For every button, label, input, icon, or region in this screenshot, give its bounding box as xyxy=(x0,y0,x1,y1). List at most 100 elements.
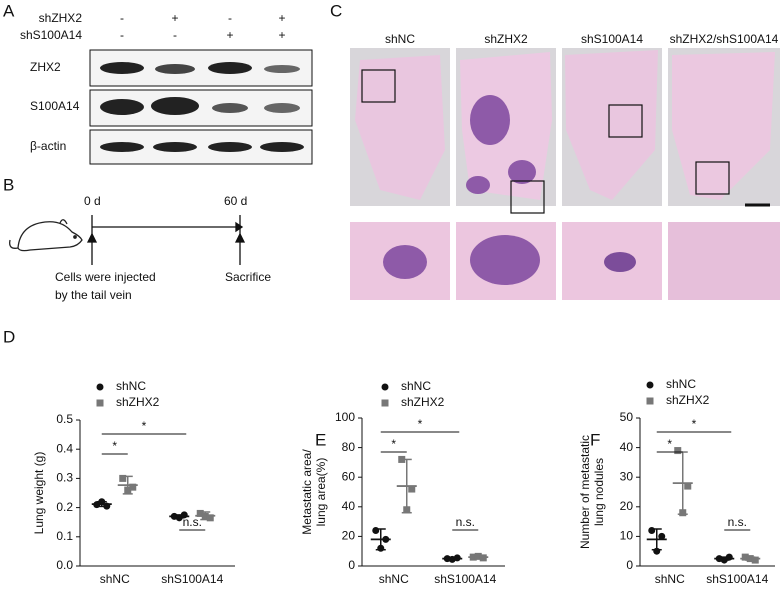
significance-label: * xyxy=(391,437,396,451)
band-label: β-actin xyxy=(30,139,66,153)
y-tick-label: 100 xyxy=(335,410,355,424)
histology-images xyxy=(350,48,780,300)
y-tick-label: 20 xyxy=(620,499,634,513)
data-point xyxy=(398,455,406,463)
y-tick-label: 0.0 xyxy=(56,558,73,572)
significance-label: * xyxy=(667,437,672,451)
y-tick-label: 0 xyxy=(626,558,633,572)
y-tick-label: 40 xyxy=(342,499,356,513)
data-point xyxy=(119,474,127,482)
condition-mark: + xyxy=(171,11,178,25)
condition-label: shS100A14 xyxy=(20,28,82,42)
data-point xyxy=(684,482,692,490)
timeline xyxy=(86,215,246,265)
note: Sacrifice xyxy=(225,270,271,284)
condition-label: shZHX2 xyxy=(39,11,83,25)
panel-label: E xyxy=(315,430,326,449)
condition-mark: - xyxy=(120,11,124,25)
data-point xyxy=(674,447,682,455)
band-label: ZHX2 xyxy=(30,60,61,74)
legend-marker xyxy=(96,383,104,391)
legend-marker xyxy=(646,397,654,405)
data-point xyxy=(206,514,214,522)
data-point xyxy=(746,555,754,563)
time-label: 0 d xyxy=(84,194,101,208)
panel-label: A xyxy=(3,1,15,20)
data-point xyxy=(129,483,137,491)
significance-label: * xyxy=(418,417,423,431)
y-tick-label: 40 xyxy=(620,440,634,454)
significance-label: n.s. xyxy=(183,515,202,529)
legend-marker xyxy=(381,399,389,407)
data-point xyxy=(201,512,209,520)
data-point xyxy=(377,544,385,552)
column-label: shZHX2 xyxy=(484,32,528,46)
data-point xyxy=(725,553,733,561)
y-tick-label: 0.3 xyxy=(56,471,73,485)
condition-mark: - xyxy=(120,28,124,42)
panel-label: F xyxy=(590,430,600,449)
x-tick-label: shNC xyxy=(379,572,409,586)
y-tick-label: 0.4 xyxy=(56,441,73,455)
data-point xyxy=(103,502,111,510)
condition-mark: - xyxy=(228,11,232,25)
data-point xyxy=(382,535,390,543)
panel-label: D xyxy=(3,327,15,346)
note: Cells were injected xyxy=(55,270,156,284)
data-point xyxy=(196,509,204,517)
data-point xyxy=(479,554,487,562)
y-axis-label: lung nodules xyxy=(592,458,606,526)
mouse-icon xyxy=(9,219,83,252)
data-point xyxy=(98,498,106,506)
data-point xyxy=(180,511,188,519)
legend-label: shNC xyxy=(116,379,146,393)
y-tick-label: 50 xyxy=(620,410,634,424)
condition-mark: + xyxy=(278,28,285,42)
column-label: shNC xyxy=(385,32,415,46)
data-point xyxy=(124,486,132,494)
x-tick-label: shNC xyxy=(100,572,130,586)
y-tick-label: 20 xyxy=(342,529,356,543)
y-tick-label: 0 xyxy=(348,558,355,572)
legend-marker xyxy=(646,381,654,389)
y-tick-label: 30 xyxy=(620,469,634,483)
data-point xyxy=(474,552,482,560)
panel-label: C xyxy=(330,1,342,20)
legend-label: shNC xyxy=(401,379,431,393)
panel-label: B xyxy=(3,175,14,194)
legend-label: shNC xyxy=(666,377,696,391)
x-tick-label: shS100A14 xyxy=(161,572,223,586)
data-point xyxy=(453,554,461,562)
data-point xyxy=(679,509,687,517)
y-tick-label: 0.5 xyxy=(56,412,73,426)
condition-mark: + xyxy=(278,11,285,25)
significance-label: * xyxy=(692,417,697,431)
y-tick-label: 10 xyxy=(620,529,634,543)
condition-mark: - xyxy=(173,28,177,42)
y-tick-label: 80 xyxy=(342,440,356,454)
significance-label: * xyxy=(112,439,117,453)
column-label: shS100A14 xyxy=(581,32,643,46)
column-label: shZHX2/shS100A14 xyxy=(670,32,779,46)
y-axis-label: Number of metastatic xyxy=(578,435,592,549)
x-tick-label: shS100A14 xyxy=(434,572,496,586)
y-tick-label: 60 xyxy=(342,469,356,483)
data-point xyxy=(403,506,411,514)
y-axis-label: Metastatic area/ xyxy=(300,449,314,535)
condition-mark: + xyxy=(226,28,233,42)
note: by the tail vein xyxy=(55,288,132,302)
y-tick-label: 0.1 xyxy=(56,529,73,543)
legend-label: shZHX2 xyxy=(401,395,445,409)
data-point xyxy=(751,556,759,564)
legend-marker xyxy=(96,399,104,407)
significance-label: n.s. xyxy=(456,515,475,529)
inset-boxes xyxy=(361,69,730,214)
legend-marker xyxy=(381,383,389,391)
x-tick-label: shNC xyxy=(655,572,685,586)
y-tick-label: 0.2 xyxy=(56,500,73,514)
x-tick-label: shS100A14 xyxy=(706,572,768,586)
y-axis-label: lung area(%) xyxy=(314,458,328,527)
data-point xyxy=(469,553,477,561)
significance-label: * xyxy=(142,419,147,433)
